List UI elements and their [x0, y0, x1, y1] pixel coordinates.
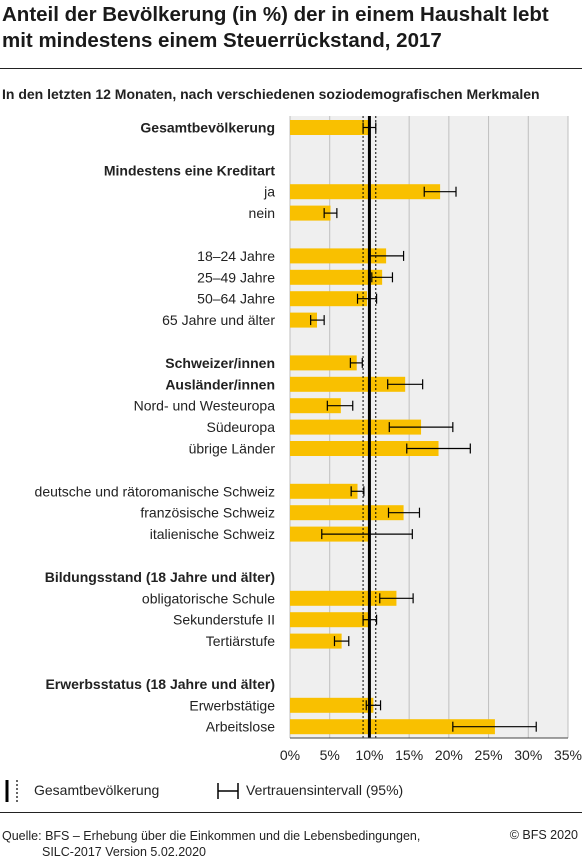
bar	[290, 419, 422, 435]
category-label: 25–49 Jahre	[197, 269, 275, 285]
bar	[290, 269, 383, 285]
title-rule	[0, 68, 582, 69]
category-label: Erwerbsstatus (18 Jahre und älter)	[45, 676, 275, 692]
category-label: 65 Jahre und älter	[162, 312, 275, 328]
chart-subtitle: In den letzten 12 Monaten, nach verschie…	[2, 86, 540, 102]
bar	[290, 355, 357, 371]
tick-label: 35%	[554, 747, 582, 763]
category-label: Schweizer/innen	[165, 355, 275, 371]
category-label: Ausländer/innen	[165, 376, 275, 392]
category-label: Nord- und Westeuropa	[134, 398, 276, 414]
category-label: Arbeitslose	[206, 719, 275, 735]
category-label: Tertiärstufe	[206, 633, 275, 649]
category-label: Südeuropa	[206, 419, 275, 435]
tick-label: 25%	[475, 747, 503, 763]
category-label: ja	[263, 184, 275, 200]
category-label: italienische Schweiz	[150, 526, 275, 542]
bar	[290, 248, 387, 264]
tick-label: 15%	[395, 747, 423, 763]
chart-title: Anteil der Bevölkerung (in %) der in ein…	[2, 3, 549, 52]
bar	[290, 291, 368, 307]
category-label: Gesamtbevölkerung	[140, 120, 275, 136]
bar	[290, 505, 404, 521]
tick-label: 0%	[280, 747, 300, 763]
category-label: französische Schweiz	[140, 505, 275, 521]
bar	[290, 205, 331, 221]
tick-label: 30%	[514, 747, 542, 763]
category-label: obligatorische Schule	[142, 590, 275, 606]
legend-total-label: Gesamtbevölkerung	[34, 782, 160, 798]
legend-total-icon	[0, 779, 30, 803]
category-label: nein	[249, 205, 275, 221]
category-label: 50–64 Jahre	[197, 291, 275, 307]
bar	[290, 697, 374, 713]
bar	[290, 612, 370, 628]
bar	[290, 398, 341, 414]
bar	[290, 376, 406, 392]
tick-label: 10%	[355, 747, 383, 763]
bar	[290, 719, 495, 735]
copyright: © BFS 2020	[509, 828, 578, 842]
bar	[290, 633, 342, 649]
bar	[290, 441, 439, 456]
bar-chart: Gesamtbevölkerung Mindestens eine Kredita…	[35, 116, 582, 763]
category-label: Mindestens eine Kreditart	[104, 162, 275, 178]
category-label: übrige Länder	[189, 441, 276, 457]
footer-rule	[0, 812, 582, 813]
category-label: 18–24 Jahre	[197, 248, 275, 264]
tick-label: 5%	[320, 747, 340, 763]
source-line-1: Quelle: BFS – Erhebung über die Einkomme…	[2, 829, 421, 843]
category-label: deutsche und rätoromanische Schweiz	[35, 483, 275, 499]
bar	[290, 184, 441, 200]
category-label: Erwerbstätige	[189, 697, 275, 713]
source-line-2: SILC-2017 Version 5.02.2020	[42, 845, 207, 859]
legend-ci-label: Vertrauensintervall (95%)	[246, 782, 404, 798]
source-note: Quelle: BFS – Erhebung über die Einkomme…	[2, 828, 420, 860]
tick-label: 20%	[435, 747, 463, 763]
category-label: Bildungsstand (18 Jahre und älter)	[45, 569, 275, 585]
bar	[290, 120, 370, 135]
bar	[290, 483, 358, 499]
category-label: Sekunderstufe II	[173, 612, 275, 628]
legend-ci-icon	[213, 779, 243, 803]
